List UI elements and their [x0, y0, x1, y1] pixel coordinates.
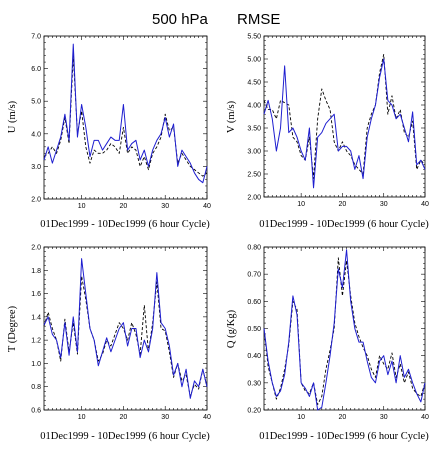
x-tick-label: 40 [203, 203, 211, 210]
plot-marks: 10 20 30 40 2.0 3.0 4.0 5.0 6.0 7.0 [31, 34, 211, 211]
series-line-solid [263, 249, 426, 411]
x-tick-label: 20 [339, 414, 347, 421]
y-axis-label: U (m/s) [7, 100, 18, 133]
y-tick-label: 0.70 [247, 272, 261, 279]
y-tick-label: 0.50 [247, 326, 261, 333]
y-tick-label: 1.8 [31, 268, 41, 275]
y-tick-label: 6.0 [31, 66, 41, 73]
y-tick-label: 0.8 [31, 384, 41, 391]
y-axis-label: Q (g/Kg) [226, 309, 237, 348]
plot-frame [263, 35, 426, 198]
x-tick-label: 30 [161, 414, 169, 421]
y-tick-label: 4.50 [247, 80, 261, 87]
y-tick-label: 0.80 [247, 245, 261, 252]
y-tick-label: 2.50 [247, 172, 261, 179]
y-tick-label: 1.2 [31, 338, 41, 345]
y-tick-label: 0.6 [31, 408, 41, 415]
plot-marks: 10 20 30 40 2.00 2.50 3.00 3.50 4.00 4.50 5.00 5.50 [247, 34, 429, 209]
x-axis-label: 01Dec1999 - 10Dec1999 (6 hour Cycle) [40, 431, 210, 442]
x-tick-label: 20 [120, 414, 128, 421]
plot-frame [43, 246, 208, 411]
y-tick-label: 5.00 [247, 57, 261, 64]
plot-marks: 10 20 30 40 0.6 0.8 1.0 1.2 1.4 1.6 1.8 2.0 [31, 245, 211, 422]
y-tick-label: 2.00 [247, 195, 261, 202]
figure-title-right: RMSE [237, 11, 280, 28]
x-axis-label: 01Dec1999 - 10Dec1999 (6 hour Cycle) [259, 431, 429, 442]
x-tick-label: 40 [421, 201, 429, 208]
y-axis-label: V (m/s) [226, 100, 237, 133]
x-tick-label: 10 [297, 414, 305, 421]
x-tick-label: 30 [380, 201, 388, 208]
y-tick-label: 4.00 [247, 103, 261, 110]
y-tick-label: 7.0 [31, 34, 41, 41]
chart-panel-q: 10 20 30 40 0.20 0.30 0.40 0.50 0.60 0.70 0.80 01D… [226, 245, 429, 443]
x-tick-label: 20 [120, 203, 128, 210]
plot-marks: 10 20 30 40 0.20 0.30 0.40 0.50 0.60 0.70 0.80 [247, 245, 429, 422]
x-tick-label: 20 [339, 201, 347, 208]
y-tick-label: 0.60 [247, 299, 261, 306]
y-tick-label: 2.0 [31, 197, 41, 204]
y-tick-label: 4.0 [31, 131, 41, 138]
series-line-solid [43, 43, 208, 184]
figure-title-left: 500 hPa [152, 11, 209, 28]
chart-panel-u: 10 20 30 40 2.0 3.0 4.0 5.0 6.0 7.0 01Dec1999 - 1… [7, 34, 211, 231]
y-tick-label: 1.4 [31, 314, 41, 321]
y-tick-label: 5.50 [247, 34, 261, 41]
series-line-dashed [263, 257, 426, 406]
x-tick-label: 30 [161, 203, 169, 210]
y-tick-label: 3.0 [31, 164, 41, 171]
y-tick-label: 2.0 [31, 245, 41, 252]
series-line-solid [43, 258, 208, 399]
y-tick-label: 3.00 [247, 149, 261, 156]
y-tick-label: 3.50 [247, 126, 261, 133]
y-tick-label: 1.6 [31, 291, 41, 298]
y-tick-label: 0.30 [247, 380, 261, 387]
series-line-solid [263, 58, 426, 189]
x-tick-label: 40 [203, 414, 211, 421]
y-tick-label: 5.0 [31, 99, 41, 106]
x-axis-label: 01Dec1999 - 10Dec1999 (6 hour Cycle) [259, 219, 429, 230]
y-tick-label: 0.40 [247, 353, 261, 360]
x-tick-label: 10 [78, 203, 86, 210]
series-line-dashed [43, 55, 208, 177]
x-tick-label: 30 [380, 414, 388, 421]
x-tick-label: 10 [78, 414, 86, 421]
x-tick-label: 10 [297, 201, 305, 208]
chart-panel-v: 10 20 30 40 2.00 2.50 3.00 3.50 4.00 4.50 5.00 5.50… [226, 34, 429, 231]
y-axis-label: T (Degree) [7, 305, 18, 352]
chart-panel-t: 10 20 30 40 0.6 0.8 1.0 1.2 1.4 1.6 1.8 2.0 01Dec19… [7, 245, 211, 443]
x-tick-label: 40 [421, 414, 429, 421]
x-axis-label: 01Dec1999 - 10Dec1999 (6 hour Cycle) [40, 219, 210, 230]
y-tick-label: 1.0 [31, 361, 41, 368]
y-tick-label: 0.20 [247, 408, 261, 415]
plot-frame [43, 35, 208, 200]
